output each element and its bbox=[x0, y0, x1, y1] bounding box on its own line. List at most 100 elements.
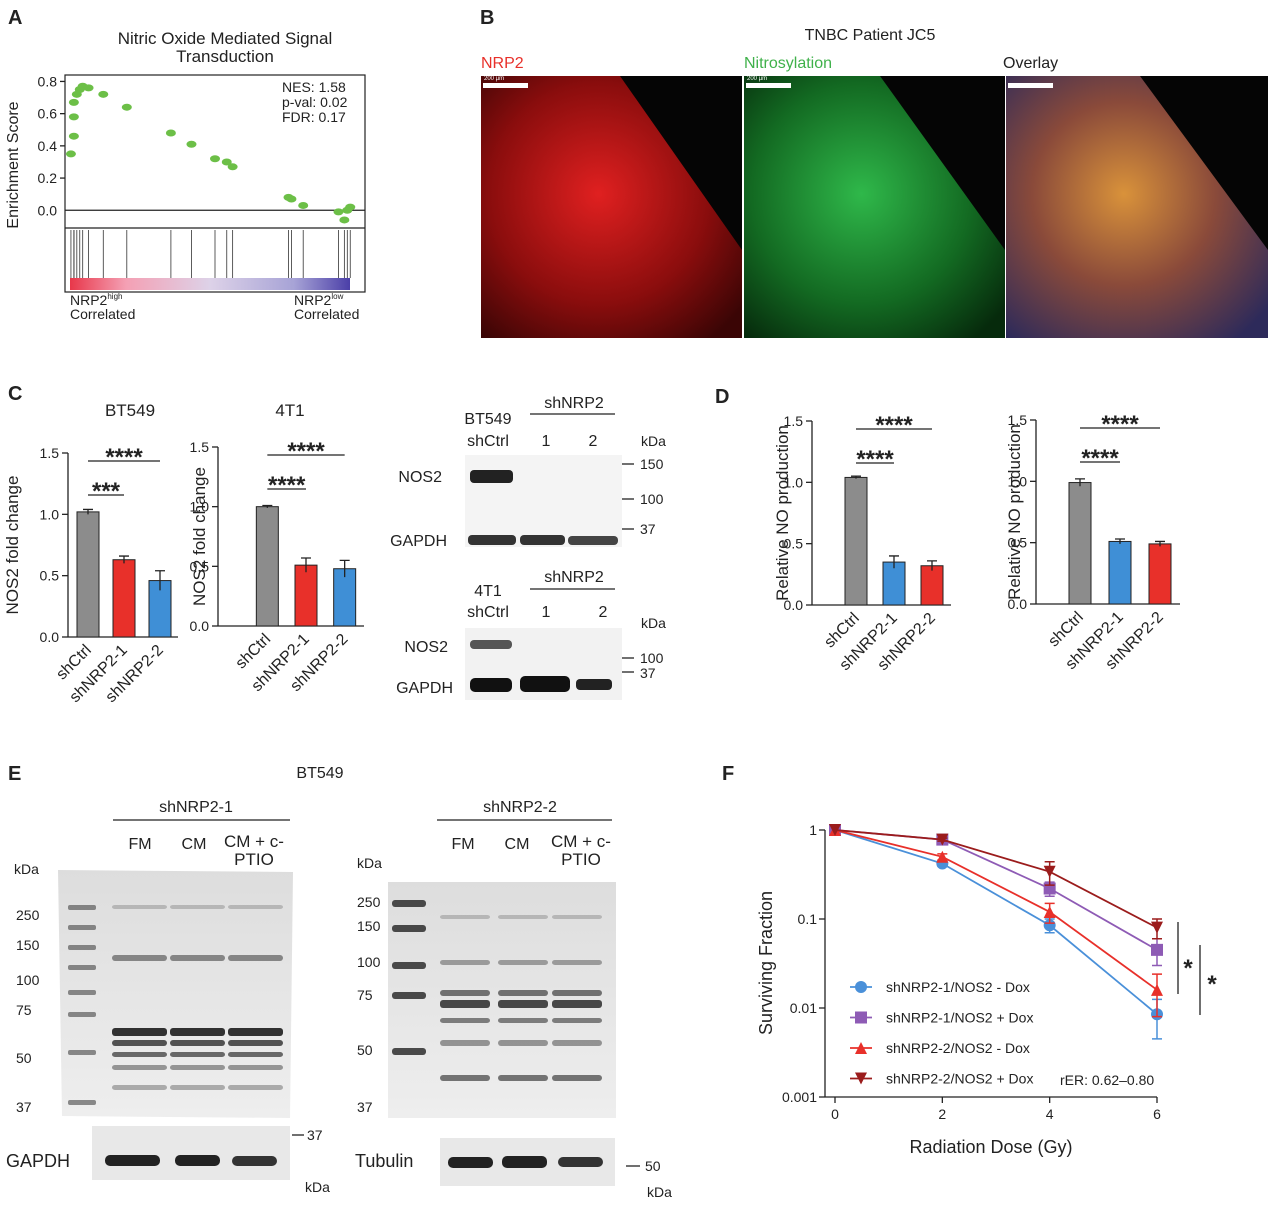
point bbox=[829, 824, 841, 836]
band bbox=[112, 1028, 167, 1036]
bar bbox=[112, 559, 136, 638]
protein-label: GAPDH bbox=[396, 680, 453, 697]
y-tick-label: 1.5 bbox=[190, 439, 210, 455]
error-bar bbox=[262, 504, 273, 508]
protein-label: GAPDH bbox=[390, 533, 447, 550]
marker-label: 100 bbox=[640, 491, 664, 507]
ladder-band bbox=[68, 990, 96, 995]
ladder-band bbox=[392, 992, 426, 999]
unit: kDa bbox=[357, 855, 382, 871]
axis-end-label: Correlated bbox=[294, 306, 359, 322]
y-tick-label: 0.0 bbox=[190, 618, 210, 634]
panel-label: A bbox=[8, 7, 22, 29]
error-bar bbox=[83, 508, 93, 515]
y-tick-label: 0.0 bbox=[784, 597, 804, 613]
y-tick-label: 1.5 bbox=[1008, 412, 1028, 428]
y-axis-label: NOS2 fold change bbox=[190, 467, 209, 606]
lane-label: CM bbox=[182, 836, 207, 853]
blot bbox=[92, 1126, 290, 1180]
background-region bbox=[1140, 76, 1268, 250]
scale-bar bbox=[1008, 83, 1053, 88]
y-tick-label: 0.5 bbox=[40, 568, 60, 584]
annotation: p-val: 0.02 bbox=[282, 94, 348, 110]
band bbox=[468, 535, 516, 545]
band bbox=[232, 1156, 277, 1166]
point bbox=[186, 140, 197, 148]
scale-label: 200 µm bbox=[747, 76, 767, 82]
panel-label: E bbox=[8, 763, 21, 785]
channel-label: Nitrosylation bbox=[744, 55, 832, 72]
band bbox=[440, 915, 490, 919]
y-axis-label: NOS2 fold change bbox=[3, 476, 22, 615]
legend-label: shNRP2-2/NOS2 + Dox bbox=[886, 1071, 1033, 1087]
point bbox=[1043, 905, 1056, 918]
band bbox=[520, 535, 565, 545]
band bbox=[170, 905, 225, 909]
band bbox=[440, 990, 490, 996]
unit: kDa bbox=[305, 1179, 330, 1195]
lane-label: FM bbox=[128, 836, 151, 853]
point bbox=[1151, 921, 1163, 934]
band bbox=[440, 1040, 490, 1046]
band bbox=[552, 915, 602, 919]
point bbox=[936, 833, 949, 846]
group-label: shNRP2 bbox=[544, 395, 604, 412]
cell-line: BT549 bbox=[464, 411, 511, 428]
panel-label: D bbox=[715, 386, 729, 408]
legend-label: shNRP2-1/NOS2 + Dox bbox=[886, 1010, 1033, 1026]
legend-label: shNRP2-1/NOS2 - Dox bbox=[886, 979, 1030, 995]
marker-label: 150 bbox=[640, 456, 664, 472]
band bbox=[170, 1028, 225, 1036]
y-tick-label: 1.0 bbox=[1008, 473, 1028, 489]
significance-label: **** bbox=[105, 444, 143, 471]
ladder-band bbox=[68, 1050, 96, 1055]
panel-label: F bbox=[722, 763, 734, 785]
significance-label: **** bbox=[875, 412, 913, 439]
band bbox=[498, 1000, 548, 1008]
group-label: shNRP2 bbox=[544, 569, 604, 586]
lane-label: CM + c-PTIO bbox=[551, 833, 611, 869]
label-text: NRP2 bbox=[70, 292, 108, 308]
legend-marker bbox=[855, 1011, 867, 1024]
band bbox=[440, 960, 490, 965]
ladder-band bbox=[68, 1100, 96, 1105]
significance-label: **** bbox=[268, 472, 306, 499]
band bbox=[170, 955, 225, 961]
barcode bbox=[70, 230, 351, 278]
unit: kDa bbox=[647, 1184, 672, 1200]
point bbox=[210, 155, 220, 163]
point bbox=[221, 158, 232, 166]
lane-label: FM bbox=[451, 836, 474, 853]
point bbox=[936, 850, 949, 863]
band bbox=[520, 676, 570, 692]
ladder-band bbox=[68, 905, 96, 910]
band bbox=[170, 1085, 225, 1090]
lane-label: 2 bbox=[589, 433, 598, 450]
legend-label: shNRP2-2/NOS2 - Dox bbox=[886, 1040, 1030, 1056]
band bbox=[112, 1085, 167, 1090]
error-bar bbox=[1075, 478, 1085, 487]
marker-label: 37 bbox=[357, 1099, 373, 1115]
marker-label: 37 bbox=[640, 665, 656, 681]
x-tick-label: 6 bbox=[1153, 1106, 1161, 1122]
band bbox=[112, 1065, 167, 1070]
lanes bbox=[68, 905, 283, 1105]
y-tick-label: 0.1 bbox=[798, 911, 818, 927]
point bbox=[68, 132, 79, 140]
band bbox=[228, 905, 283, 909]
y-tick-label: 1 bbox=[809, 822, 817, 838]
plot-frame bbox=[64, 74, 366, 293]
chart-title: Nitric Oxide Mediated Signal Transductio… bbox=[117, 30, 333, 66]
band bbox=[568, 536, 618, 545]
protein-label: GAPDH bbox=[6, 1151, 70, 1171]
ladder-band bbox=[68, 945, 96, 950]
axis-end-label: NRP2high bbox=[70, 292, 122, 308]
band bbox=[448, 1157, 493, 1168]
point bbox=[68, 98, 79, 106]
band bbox=[552, 1075, 602, 1081]
significance-label: **** bbox=[287, 438, 325, 465]
band bbox=[228, 1040, 283, 1046]
error-bar bbox=[927, 560, 937, 571]
band bbox=[552, 960, 602, 965]
